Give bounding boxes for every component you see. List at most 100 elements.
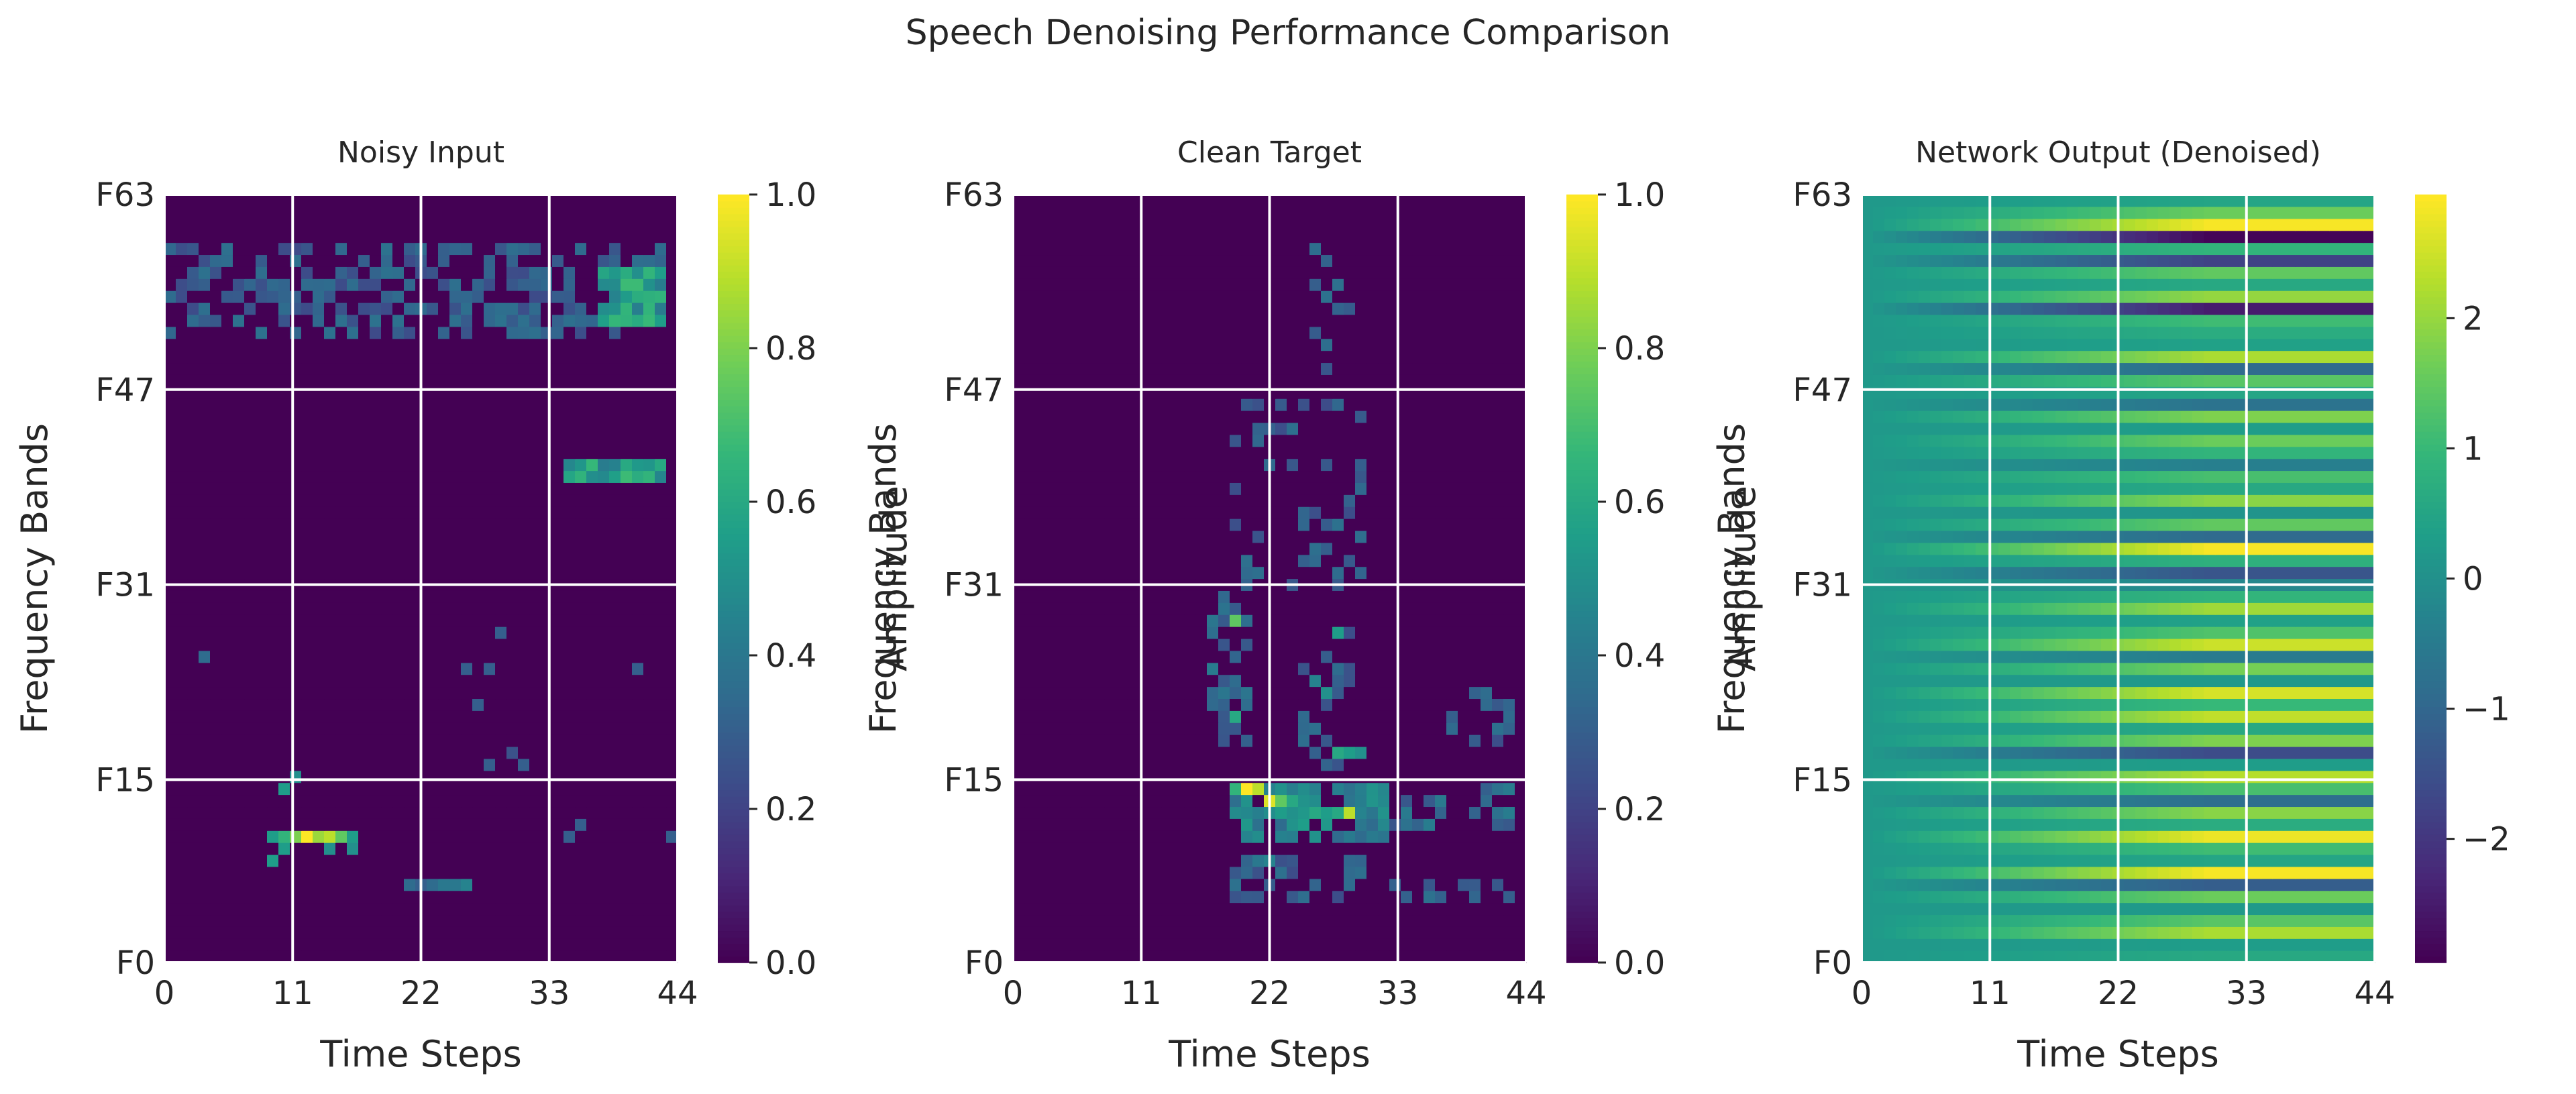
heatmap-cell bbox=[484, 662, 496, 675]
heatmap-cell bbox=[335, 926, 347, 939]
heatmap-cell bbox=[472, 206, 484, 219]
heatmap-cell bbox=[1207, 590, 1219, 603]
colorbar-segment bbox=[718, 924, 749, 932]
heatmap-cell bbox=[1230, 434, 1242, 447]
colorbar-segment bbox=[718, 745, 749, 752]
heatmap-cell bbox=[461, 434, 473, 447]
heatmap-cell bbox=[370, 506, 382, 519]
heatmap-cell bbox=[1275, 698, 1287, 711]
heatmap-cell bbox=[370, 914, 382, 927]
heatmap-cell bbox=[1503, 914, 1515, 927]
heatmap-cell bbox=[472, 590, 484, 603]
heatmap-cell bbox=[1492, 950, 1504, 963]
heatmap-cell bbox=[1230, 662, 1242, 675]
heatmap-cell bbox=[1184, 914, 1196, 927]
heatmap-cell bbox=[187, 854, 199, 867]
heatmap-cell bbox=[256, 782, 268, 796]
colorbar-segment bbox=[718, 392, 749, 400]
heatmap-cell bbox=[1481, 566, 1493, 580]
heatmap-cell bbox=[164, 470, 176, 483]
heatmap-cell bbox=[1184, 590, 1196, 603]
heatmap-cell bbox=[1458, 494, 1470, 507]
heatmap-cell bbox=[427, 590, 439, 603]
heatmap-cell bbox=[461, 698, 473, 711]
heatmap-cell bbox=[586, 878, 598, 891]
heatmap-cell bbox=[164, 506, 176, 519]
heatmap-cell bbox=[1344, 554, 1356, 567]
heatmap-cell bbox=[643, 530, 655, 543]
heatmap-cell bbox=[1241, 566, 1253, 580]
heatmap-cell bbox=[598, 362, 610, 375]
heatmap-cell bbox=[1230, 686, 1242, 700]
heatmap-cell bbox=[438, 278, 450, 291]
heatmap-cell bbox=[598, 326, 610, 339]
heatmap-cell bbox=[529, 195, 541, 207]
heatmap-cell bbox=[564, 770, 576, 783]
heatmap-cell bbox=[609, 902, 621, 916]
heatmap-cell bbox=[210, 422, 222, 435]
heatmap-cell bbox=[1298, 470, 1310, 483]
heatmap-cell bbox=[1081, 506, 1093, 519]
heatmap-cell bbox=[461, 674, 473, 688]
heatmap-cell bbox=[1230, 590, 1242, 603]
heatmap-cell bbox=[495, 338, 507, 351]
heatmap-cell bbox=[187, 218, 199, 231]
heatmap-cell bbox=[1458, 506, 1470, 519]
heatmap-cell bbox=[199, 770, 211, 783]
heatmap-cell bbox=[210, 650, 222, 663]
heatmap-cell bbox=[484, 770, 496, 783]
heatmap-cell bbox=[370, 890, 382, 904]
heatmap-cell bbox=[552, 614, 564, 627]
heatmap-cell bbox=[1161, 818, 1173, 831]
heatmap-cell bbox=[278, 195, 290, 207]
heatmap-cell bbox=[518, 350, 530, 364]
heatmap-cell bbox=[598, 230, 610, 243]
heatmap-cell bbox=[1150, 530, 1162, 543]
heatmap-cell bbox=[1446, 794, 1458, 808]
heatmap-cell bbox=[495, 890, 507, 904]
heatmap-cell bbox=[1218, 842, 1230, 855]
heatmap-cell bbox=[392, 710, 405, 723]
heatmap-cell bbox=[552, 326, 564, 339]
heatmap-cell bbox=[1127, 734, 1139, 747]
heatmap-cell bbox=[392, 602, 405, 615]
heatmap-cell bbox=[1424, 470, 1436, 483]
heatmap-cell bbox=[1332, 698, 1344, 711]
heatmap-cell bbox=[1218, 734, 1230, 747]
heatmap-cell bbox=[1424, 602, 1436, 615]
heatmap-cell bbox=[1093, 782, 1105, 796]
heatmap-cell bbox=[1150, 710, 1162, 723]
heatmap-cell bbox=[210, 278, 222, 291]
colorbar-segment bbox=[718, 898, 749, 906]
heatmap-cell bbox=[347, 350, 359, 364]
heatmap-cell bbox=[1344, 734, 1356, 747]
heatmap-cell bbox=[1309, 446, 1322, 459]
heatmap-cell bbox=[506, 626, 519, 639]
heatmap-cell bbox=[1093, 686, 1105, 700]
heatmap-cell bbox=[358, 542, 370, 555]
heatmap-cell bbox=[278, 722, 290, 735]
heatmap-cell bbox=[598, 698, 610, 711]
heatmap-cell bbox=[1503, 602, 1515, 615]
heatmap-cell bbox=[438, 650, 450, 663]
heatmap-cell bbox=[1332, 758, 1344, 771]
heatmap-cell bbox=[1287, 746, 1299, 759]
heatmap-cell bbox=[404, 878, 416, 891]
heatmap-cell bbox=[392, 842, 405, 855]
heatmap-cell bbox=[484, 554, 496, 567]
heatmap-cell bbox=[1515, 806, 1527, 819]
heatmap-cell bbox=[1503, 722, 1515, 735]
heatmap-cell bbox=[541, 530, 553, 543]
heatmap-cell bbox=[518, 195, 530, 207]
heatmap-cell bbox=[313, 254, 325, 267]
heatmap-cell bbox=[1207, 866, 1219, 879]
heatmap-cell bbox=[221, 662, 233, 675]
heatmap-cell bbox=[1344, 914, 1356, 927]
heatmap-cell bbox=[164, 494, 176, 507]
heatmap-cell bbox=[655, 602, 667, 615]
heatmap-cell bbox=[335, 446, 347, 459]
heatmap-cell bbox=[1013, 662, 1025, 675]
heatmap-cell bbox=[1104, 518, 1116, 531]
heatmap-cell bbox=[1503, 770, 1515, 783]
heatmap-cell bbox=[1036, 626, 1048, 639]
